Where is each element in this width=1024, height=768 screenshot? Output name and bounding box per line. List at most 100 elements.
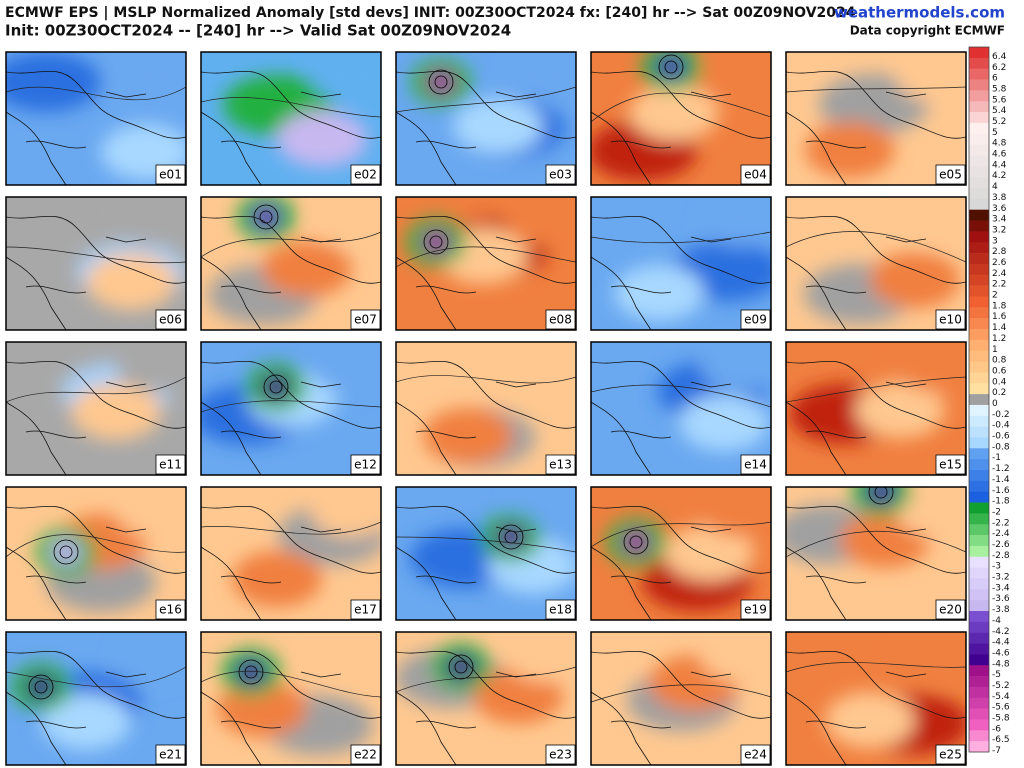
anomaly-field (208, 197, 381, 325)
isobar (28, 674, 54, 700)
member-label: e20 (939, 603, 962, 617)
map-layer (201, 487, 381, 620)
coastline (786, 70, 966, 185)
color-swatch (969, 491, 989, 503)
anomaly-blob (629, 85, 719, 141)
isobar (623, 529, 649, 555)
map-panel: e12 (200, 341, 382, 476)
color-swatch (969, 307, 989, 319)
isobar (874, 487, 888, 499)
colorbar: 6.46.265.85.65.45.254.84.64.44.243.83.63… (968, 46, 1010, 756)
coastline (396, 650, 576, 765)
anomaly-blob (825, 692, 915, 748)
anomaly-blob (116, 632, 186, 682)
isobar (423, 229, 449, 255)
colorbar-label: -3 (992, 562, 1001, 572)
label-box (350, 744, 381, 765)
anomaly-field (423, 342, 576, 468)
colorbar-label: 4.6 (992, 150, 1007, 160)
colorbar-label: -2 (992, 507, 1001, 517)
anomaly-field (396, 632, 576, 724)
colorbar-label: -4.4 (992, 638, 1010, 648)
map-layer (396, 197, 576, 330)
isobar (396, 536, 576, 553)
isobar (201, 521, 381, 535)
label-box (935, 309, 966, 330)
color-swatch (969, 621, 989, 633)
colorbar-label: 1.4 (992, 323, 1007, 333)
map-panel: e04 (590, 51, 772, 186)
anomaly-blob (701, 52, 771, 102)
color-swatch (969, 155, 989, 167)
map-panel: e18 (395, 486, 577, 621)
map-panel: e24 (590, 631, 772, 766)
anomaly-blob (41, 694, 131, 750)
map-panel: e01 (5, 51, 187, 186)
color-swatch (969, 545, 989, 558)
isobar (448, 654, 474, 680)
anomaly-blob (116, 197, 186, 247)
map-layer (396, 632, 576, 765)
color-swatch (969, 513, 989, 525)
color-swatch (969, 79, 989, 91)
isobar (868, 487, 894, 505)
colorbar-label: 4.8 (992, 139, 1007, 149)
anomaly-blob (277, 111, 367, 167)
color-swatch (969, 632, 989, 644)
member-label: e16 (159, 603, 182, 617)
anomaly-blob (896, 342, 966, 392)
anomaly-blob (232, 551, 322, 607)
map-layer (201, 197, 381, 330)
isobar (786, 530, 966, 558)
colorbar-label: -0.8 (992, 442, 1010, 452)
label-box (740, 454, 771, 475)
panel-frame (5, 631, 187, 766)
color-swatch (969, 372, 989, 384)
anomaly-field (804, 197, 966, 324)
color-swatch (969, 296, 989, 308)
map-panel: e10 (785, 196, 967, 331)
color-swatch (969, 730, 989, 742)
low-core (25, 674, 57, 700)
colorbar-label: -2.4 (992, 529, 1010, 539)
anomaly-blob (116, 487, 186, 537)
colorbar-label: -6 (992, 724, 1001, 734)
colorbar-label: -6.5 (992, 735, 1010, 745)
isobar (201, 670, 381, 698)
color-swatch (969, 383, 989, 395)
color-swatch (969, 470, 989, 482)
colorbar-label: 5.4 (992, 106, 1007, 116)
member-label: e17 (354, 603, 377, 617)
coastline (6, 70, 186, 185)
map-panel: e19 (590, 486, 772, 621)
label-box (155, 164, 186, 185)
low-core (620, 529, 652, 555)
panel-frame (395, 486, 577, 621)
colorbar-label: 2.8 (992, 247, 1007, 257)
title: ECMWF EPS | MSLP Normalized Anomaly [std… (5, 5, 856, 21)
colorbar-label: 5.2 (992, 117, 1006, 127)
isobar (6, 86, 186, 101)
anomaly-blob (805, 122, 895, 178)
colorbar-frame (968, 46, 990, 753)
map-layer (396, 487, 576, 620)
color-swatch (969, 502, 989, 514)
member-label: e08 (549, 313, 572, 327)
colorbar-label: 5.8 (992, 84, 1007, 94)
label-box (545, 744, 576, 765)
color-swatch (969, 665, 989, 677)
anomaly-blob (896, 632, 966, 682)
color-swatch (969, 263, 989, 276)
colorbar-label: 6.4 (992, 52, 1007, 62)
anomaly-blob (679, 395, 769, 451)
member-label: e12 (354, 458, 377, 472)
color-swatch (969, 448, 989, 460)
isobar (201, 97, 381, 118)
map-layer (591, 342, 771, 475)
isobar (34, 680, 48, 694)
anomaly-blob (896, 52, 966, 102)
anomaly-field (805, 52, 966, 178)
colorbar-label: -1 (992, 453, 1001, 463)
anomaly-blob (116, 52, 186, 102)
